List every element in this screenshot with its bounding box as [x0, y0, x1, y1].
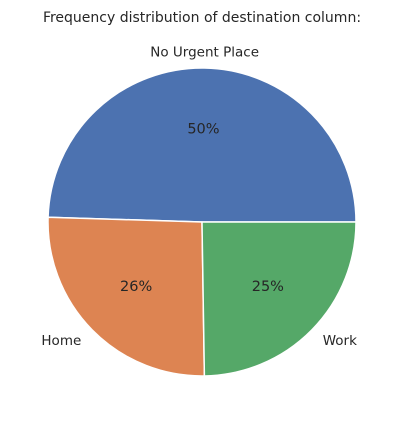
slice-label-home: Home	[41, 333, 81, 349]
category-labels: No Urgent Place Home Work	[41, 45, 357, 349]
slice-percent-home: 26%	[120, 279, 152, 295]
pie-slice-no-urgent-place	[47, 67, 357, 223]
percentage-labels: 50% 26% 25%	[120, 122, 284, 295]
pie-slices	[47, 67, 357, 377]
slice-label-work: Work	[323, 333, 357, 349]
slice-percent-work: 25%	[252, 279, 284, 295]
slice-label-no-urgent-place: No Urgent Place	[150, 45, 259, 61]
slice-percent-no-urgent-place: 50%	[187, 122, 219, 138]
pie-slice-work	[201, 221, 357, 377]
chart-title: Frequency distribution of destination co…	[43, 10, 361, 26]
pie-slice-home	[47, 216, 206, 377]
